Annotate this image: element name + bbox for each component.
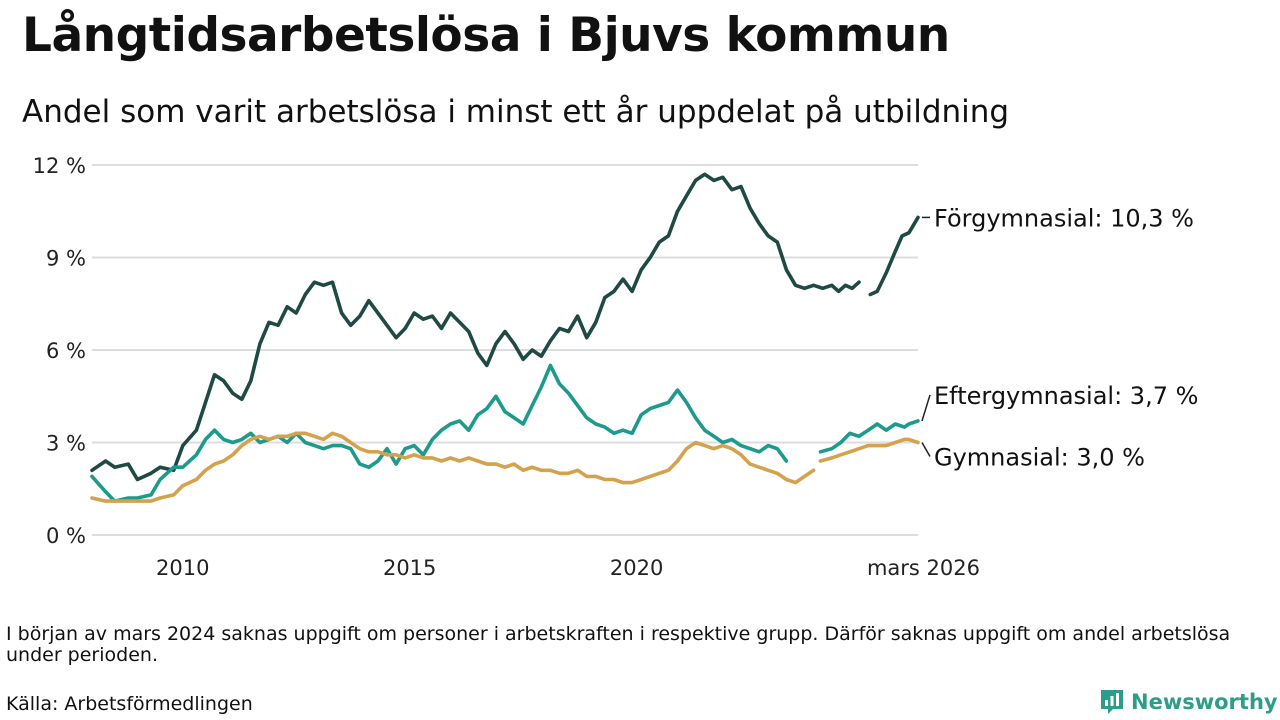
series-line-eftergymnasial-1: [818, 419, 920, 454]
y-tick-label: 12 %: [33, 154, 86, 178]
x-tick-label: 2010: [156, 556, 209, 580]
y-axis-ticks: 0 % 3 % 6 % 9 % 12 %: [33, 154, 86, 548]
series-line-gymnasial-0: [90, 431, 816, 503]
y-tick-label: 9 %: [46, 247, 86, 271]
y-tick-label: 0 %: [46, 524, 86, 548]
newsworthy-logo: Newsworthy: [1099, 688, 1278, 716]
end-label-gymnasial: Gymnasial: 3,0 %: [934, 444, 1145, 472]
series-lines: [90, 172, 920, 503]
end-label-eftergymnasial: Eftergymnasial: 3,7 %: [934, 382, 1198, 410]
x-tick-label: 2020: [610, 556, 663, 580]
footnote: I början av mars 2024 saknas uppgift om …: [6, 623, 1231, 666]
x-tick-label: mars 2026: [867, 556, 980, 580]
series-line-förgymnasial-0: [90, 172, 861, 482]
brand-name: Newsworthy: [1131, 690, 1278, 714]
chart-title: Långtidsarbetslösa i Bjuvs kommun: [22, 8, 950, 63]
line-chart: 0 % 3 % 6 % 9 % 12 % 2010 2015 2020 mars 2026 F…: [33, 154, 1199, 580]
end-label-connector: [921, 394, 931, 422]
series-line-gymnasial-1: [818, 437, 920, 463]
chart-subtitle: Andel som varit arbetslösa i minst ett å…: [22, 94, 1010, 130]
y-tick-label: 3 %: [46, 432, 86, 456]
source-credit: Källa: Arbetsförmedlingen: [6, 693, 253, 715]
series-line-förgymnasial-1: [868, 215, 920, 297]
series-line-eftergymnasial-0: [90, 363, 789, 503]
end-labels: Förgymnasial: 10,3 % Eftergymnasial: 3,7 …: [921, 204, 1198, 472]
y-tick-label: 6 %: [46, 339, 86, 363]
end-label-connector: [921, 442, 931, 457]
x-tick-label: 2015: [383, 556, 436, 580]
grid-lines: [92, 164, 918, 536]
newsworthy-logo-icon: [1101, 690, 1123, 714]
x-axis-ticks: 2010 2015 2020 mars 2026: [156, 556, 980, 580]
end-label-förgymnasial: Förgymnasial: 10,3 %: [934, 204, 1194, 232]
